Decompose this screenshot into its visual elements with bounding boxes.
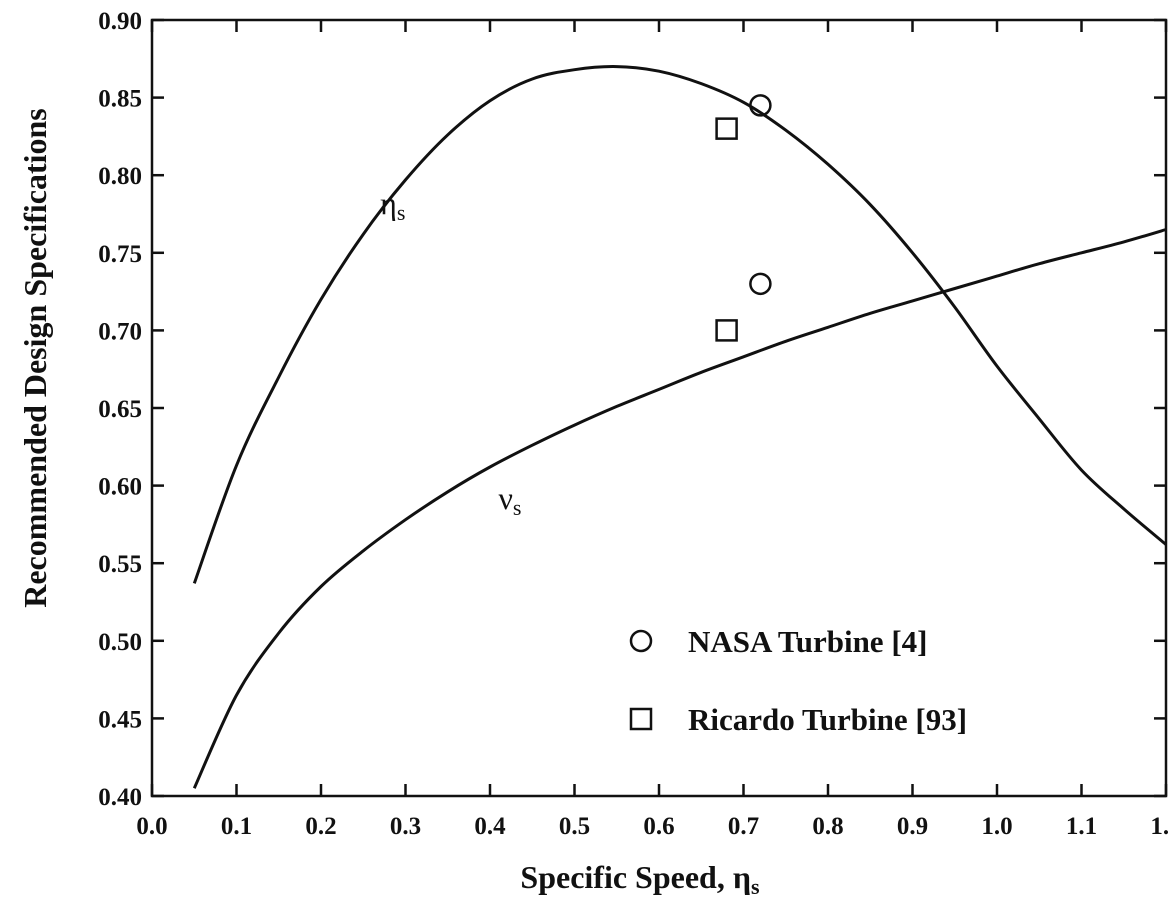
- x-tick-label: 0.6: [643, 813, 674, 840]
- y-tick-label: 0.90: [98, 8, 142, 35]
- x-tick-label: 1.2: [1150, 813, 1168, 840]
- ricardo-turbine-point: [715, 117, 738, 140]
- x-tick-label: 0.4: [474, 813, 506, 840]
- y-tick-label: 0.40: [98, 784, 142, 811]
- nasa-turbine-point: [749, 94, 772, 117]
- nu-s-curve-label: νs: [498, 480, 521, 520]
- x-axis-title-symbol: η: [733, 859, 751, 895]
- legend: NASA Turbine [4] Ricardo Turbine [93]: [629, 624, 967, 737]
- x-tick-label: 1.1: [1066, 813, 1097, 840]
- x-tick-label: 0.1: [221, 813, 252, 840]
- x-tick-label: 0.5: [559, 813, 590, 840]
- series-label-symbol: ν: [498, 480, 512, 516]
- series-label-symbol: η: [380, 185, 397, 221]
- x-axis-title-subscript: s: [751, 874, 760, 899]
- y-axis-title: Recommended Design Specifications: [17, 108, 53, 608]
- x-tick-label: 0.2: [305, 813, 336, 840]
- x-axis-title-text: Specific Speed,: [520, 859, 732, 895]
- x-tick-label: 0.3: [390, 813, 421, 840]
- y-tick-label: 0.85: [98, 86, 142, 113]
- y-tick-label: 0.80: [98, 163, 142, 190]
- eta-s-curve: [192, 65, 1167, 584]
- series-label-subscript: s: [397, 200, 406, 225]
- x-tick-label: 0.9: [897, 813, 928, 840]
- legend-label-ricardo: Ricardo Turbine [93]: [688, 702, 967, 737]
- y-tick-label: 0.75: [98, 241, 142, 268]
- nasa-turbine-point: [749, 272, 772, 296]
- plot-frame: [150, 18, 1168, 798]
- y-tick-label: 0.45: [98, 706, 142, 733]
- y-tick-label: 0.60: [98, 474, 142, 501]
- nu-s-curve: [192, 228, 1167, 789]
- legend-square-marker: [629, 707, 653, 731]
- series-lines: [192, 65, 1167, 789]
- series-label-subscript: s: [513, 495, 522, 520]
- eta-s-curve-label: ηs: [380, 185, 405, 225]
- axis-ticks: [150, 18, 1168, 798]
- y-tick-labels: 0.40 0.45 0.50 0.55 0.60 0.65 0.70 0.75 0.80 0.85…: [98, 8, 142, 811]
- x-tick-label: 1.0: [981, 813, 1012, 840]
- x-tick-labels: 0.0 0.1 0.2 0.3 0.4 0.5 0.6 0.7 0.8 0.9 1.0 1.1 1.2: [136, 813, 1168, 840]
- x-tick-label: 0.8: [812, 813, 843, 840]
- legend-label-nasa: NASA Turbine [4]: [688, 624, 927, 659]
- x-tick-label: 0.7: [728, 813, 759, 840]
- y-tick-label: 0.50: [98, 629, 142, 656]
- y-tick-label: 0.70: [98, 318, 142, 345]
- ricardo-turbine-point: [715, 319, 738, 342]
- y-tick-label: 0.65: [98, 396, 142, 423]
- x-tick-label: 0.0: [136, 813, 167, 840]
- y-tick-label: 0.55: [98, 551, 142, 578]
- data-points: [715, 94, 772, 342]
- x-axis-title: Specific Speed, ηs: [520, 859, 760, 899]
- legend-circle-marker: [629, 629, 653, 653]
